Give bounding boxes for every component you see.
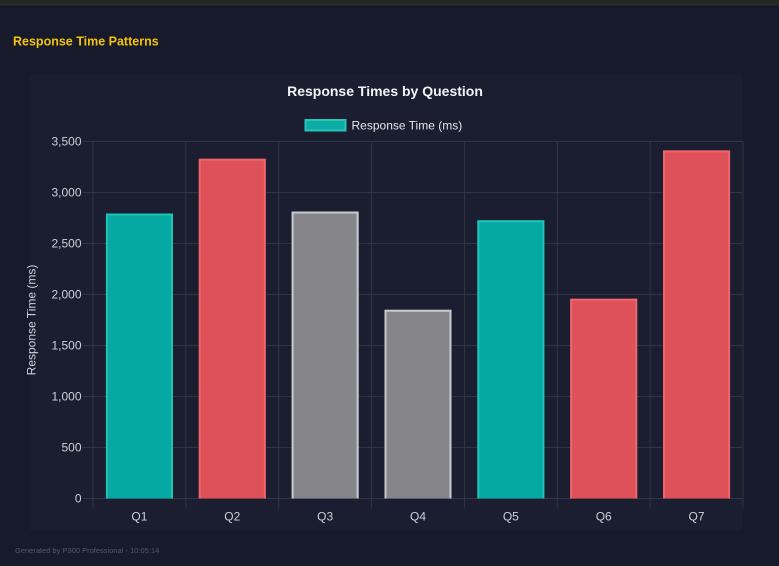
svg-text:Response Times by Question: Response Times by Question: [287, 83, 483, 99]
svg-text:2,000: 2,000: [51, 288, 81, 302]
svg-text:Q7: Q7: [689, 510, 705, 524]
svg-text:Response Time Patterns: Response Time Patterns: [13, 35, 159, 49]
svg-text:Generated by P300 Professional: Generated by P300 Professional - 10:05:1…: [15, 546, 159, 555]
svg-text:2,500: 2,500: [51, 237, 81, 251]
svg-text:Response Time (ms): Response Time (ms): [352, 119, 463, 133]
svg-text:Q2: Q2: [224, 510, 240, 524]
svg-text:3,500: 3,500: [51, 135, 81, 149]
svg-text:1,000: 1,000: [51, 390, 81, 404]
svg-text:500: 500: [61, 441, 81, 455]
svg-text:Q6: Q6: [596, 510, 612, 524]
svg-text:Q1: Q1: [131, 510, 147, 524]
svg-text:Q4: Q4: [410, 510, 426, 524]
svg-text:0: 0: [75, 492, 82, 506]
svg-text:Q3: Q3: [317, 510, 333, 524]
svg-text:1,500: 1,500: [51, 339, 81, 353]
svg-text:Response Time (ms): Response Time (ms): [25, 265, 39, 376]
svg-text:3,000: 3,000: [51, 186, 81, 200]
svg-text:Q5: Q5: [503, 510, 519, 524]
